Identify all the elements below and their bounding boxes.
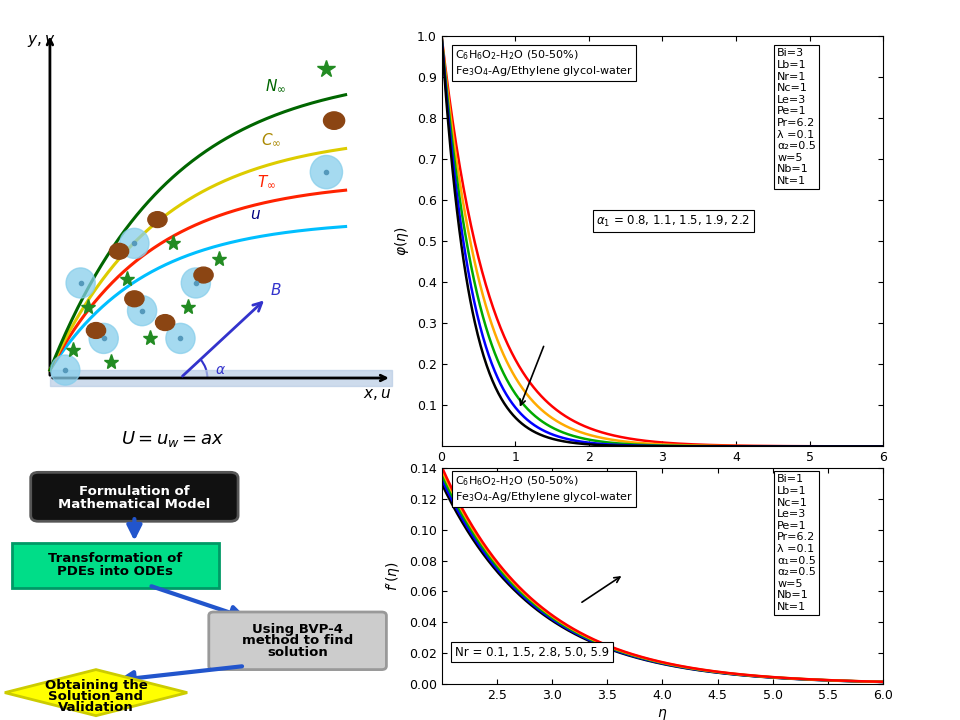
Circle shape xyxy=(166,323,195,354)
Text: PDEs into ODEs: PDEs into ODEs xyxy=(58,565,173,578)
Text: Validation: Validation xyxy=(59,701,133,714)
Text: $\it{B}$: $\it{B}$ xyxy=(270,282,281,297)
Bar xyxy=(50,370,392,386)
Circle shape xyxy=(89,323,118,354)
Y-axis label: $\varphi(\eta)$: $\varphi(\eta)$ xyxy=(394,226,411,256)
Text: $\alpha_1$ = 0.8, 1.1, 1.5, 1.9, 2.2: $\alpha_1$ = 0.8, 1.1, 1.5, 1.9, 2.2 xyxy=(596,214,750,229)
Circle shape xyxy=(128,296,156,325)
Circle shape xyxy=(51,355,80,385)
Ellipse shape xyxy=(156,315,175,330)
Ellipse shape xyxy=(148,212,167,228)
Text: $\it{U = u_w = ax}$: $\it{U = u_w = ax}$ xyxy=(121,429,225,449)
Y-axis label: $f'(\eta)$: $f'(\eta)$ xyxy=(385,562,403,590)
Text: method to find: method to find xyxy=(242,634,353,647)
Text: $\it{u}$: $\it{u}$ xyxy=(250,207,260,222)
Text: Mathematical Model: Mathematical Model xyxy=(59,498,210,510)
Text: solution: solution xyxy=(267,646,328,659)
Circle shape xyxy=(66,268,95,298)
Circle shape xyxy=(120,228,149,258)
Ellipse shape xyxy=(125,291,144,307)
Text: Bi=3
Lb=1
Nr=1
Nc=1
Le=3
Pe=1
Pr=6.2
λ =0.1
α₂=0.5
w=5
Nb=1
Nt=1: Bi=3 Lb=1 Nr=1 Nc=1 Le=3 Pe=1 Pr=6.2 λ =… xyxy=(778,48,816,186)
FancyBboxPatch shape xyxy=(208,612,386,670)
Ellipse shape xyxy=(86,323,106,338)
Text: Bi=1
Lb=1
Nc=1
Le=3
Pe=1
Pr=6.2
λ =0.1
α₁=0.5
α₂=0.5
w=5
Nb=1
Nt=1: Bi=1 Lb=1 Nc=1 Le=3 Pe=1 Pr=6.2 λ =0.1 α… xyxy=(778,474,816,612)
Circle shape xyxy=(181,268,210,298)
Text: $\mathregular{C_6H_6O_2}$-$\mathregular{H_2O}$ (50-50%)
$\mathregular{Fe_3O_4}$-: $\mathregular{C_6H_6O_2}$-$\mathregular{… xyxy=(455,474,633,504)
Ellipse shape xyxy=(194,267,213,283)
Ellipse shape xyxy=(324,112,345,130)
Ellipse shape xyxy=(109,243,129,259)
Text: Using BVP-4: Using BVP-4 xyxy=(252,623,343,636)
Text: $\it{C}_\infty$: $\it{C}_\infty$ xyxy=(261,132,281,148)
Text: $\it{\alpha}$: $\it{\alpha}$ xyxy=(215,363,226,377)
Text: Obtaining the: Obtaining the xyxy=(44,679,148,692)
X-axis label: $\eta$: $\eta$ xyxy=(658,708,667,720)
Text: Transformation of: Transformation of xyxy=(48,552,182,565)
Text: $\mathregular{C_6H_6O_2}$-$\mathregular{H_2O}$ (50-50%)
$\mathregular{Fe_3O_4}$-: $\mathregular{C_6H_6O_2}$-$\mathregular{… xyxy=(455,48,633,78)
Text: $\it{x, u}$: $\it{x, u}$ xyxy=(364,387,392,402)
Circle shape xyxy=(310,156,343,189)
FancyBboxPatch shape xyxy=(12,543,219,588)
Text: Formulation of: Formulation of xyxy=(79,485,190,498)
Text: Solution and: Solution and xyxy=(49,690,143,703)
Polygon shape xyxy=(5,670,187,716)
Text: $\it{T}_\infty$: $\it{T}_\infty$ xyxy=(257,174,276,190)
Text: $\it{y, v}$: $\it{y, v}$ xyxy=(27,33,56,50)
Text: Nr = 0.1, 1.5, 2.8, 5.0, 5.9: Nr = 0.1, 1.5, 2.8, 5.0, 5.9 xyxy=(455,646,609,659)
Text: $\it{N}_\infty$: $\it{N}_\infty$ xyxy=(265,78,286,94)
FancyBboxPatch shape xyxy=(31,472,238,521)
